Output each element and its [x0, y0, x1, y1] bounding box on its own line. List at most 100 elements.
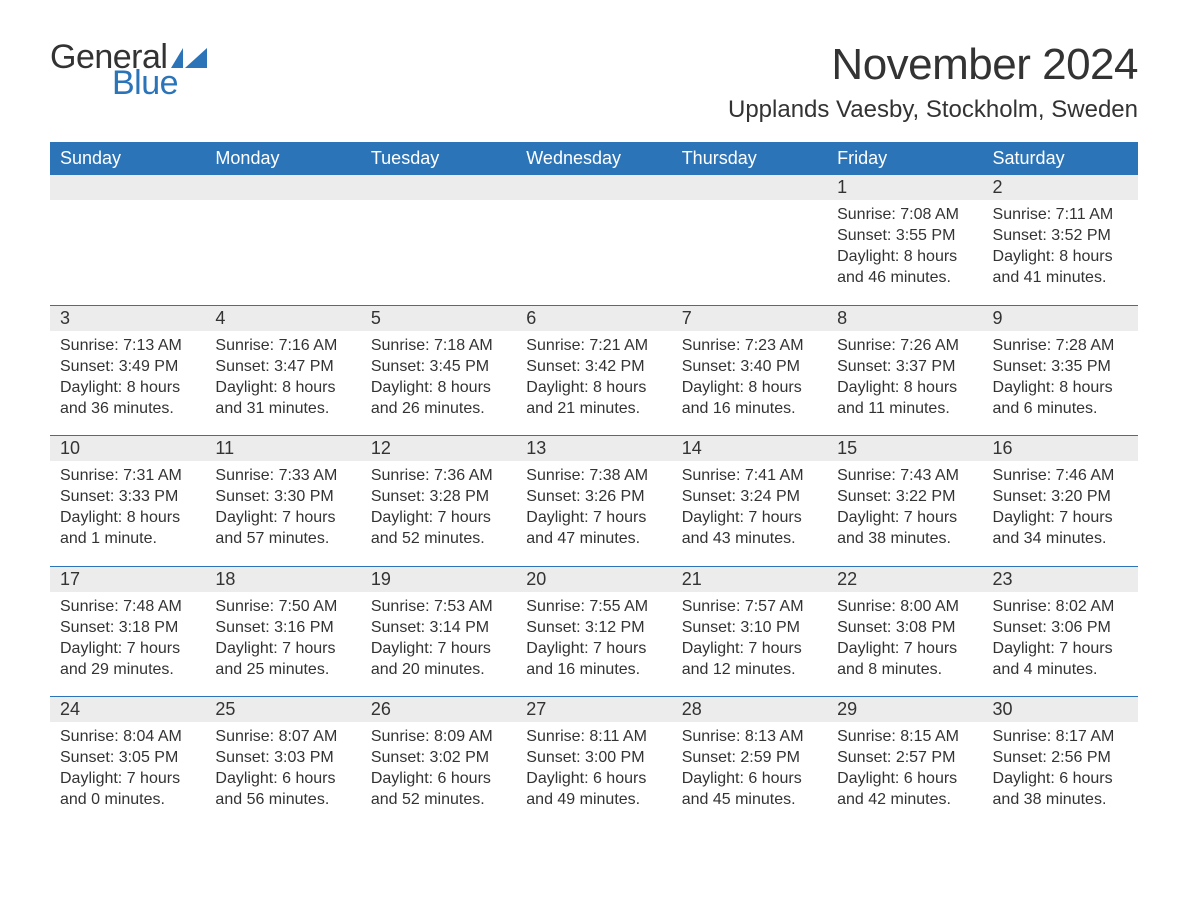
day-number: 8	[827, 306, 982, 331]
day-number: 16	[983, 436, 1138, 461]
day-sunrise: Sunrise: 7:36 AM	[371, 465, 506, 486]
day-daylight2: and 31 minutes.	[215, 398, 350, 419]
day-number: 1	[827, 175, 982, 200]
day-sunset: Sunset: 3:24 PM	[682, 486, 817, 507]
day-cell: 7Sunrise: 7:23 AMSunset: 3:40 PMDaylight…	[672, 306, 827, 436]
day-daylight2: and 16 minutes.	[526, 659, 661, 680]
day-cell: 9Sunrise: 7:28 AMSunset: 3:35 PMDaylight…	[983, 306, 1138, 436]
day-number: 13	[516, 436, 671, 461]
empty-day-number	[672, 175, 827, 200]
day-sunset: Sunset: 3:35 PM	[993, 356, 1128, 377]
day-number: 26	[361, 697, 516, 722]
day-cell: 28Sunrise: 8:13 AMSunset: 2:59 PMDayligh…	[672, 697, 827, 827]
day-cell: 18Sunrise: 7:50 AMSunset: 3:16 PMDayligh…	[205, 567, 360, 697]
day-sunrise: Sunrise: 7:18 AM	[371, 335, 506, 356]
day-number: 2	[983, 175, 1138, 200]
day-details: Sunrise: 7:13 AMSunset: 3:49 PMDaylight:…	[50, 331, 205, 427]
day-details: Sunrise: 7:23 AMSunset: 3:40 PMDaylight:…	[672, 331, 827, 427]
day-sunrise: Sunrise: 7:50 AM	[215, 596, 350, 617]
day-sunrise: Sunrise: 7:57 AM	[682, 596, 817, 617]
day-daylight1: Daylight: 6 hours	[371, 768, 506, 789]
day-number: 17	[50, 567, 205, 592]
day-sunset: Sunset: 3:26 PM	[526, 486, 661, 507]
day-daylight2: and 42 minutes.	[837, 789, 972, 810]
weekday-header: Friday	[827, 142, 982, 175]
day-cell: 22Sunrise: 8:00 AMSunset: 3:08 PMDayligh…	[827, 567, 982, 697]
day-sunrise: Sunrise: 8:13 AM	[682, 726, 817, 747]
day-daylight1: Daylight: 6 hours	[837, 768, 972, 789]
day-daylight1: Daylight: 6 hours	[215, 768, 350, 789]
day-cell	[672, 175, 827, 305]
day-details: Sunrise: 7:21 AMSunset: 3:42 PMDaylight:…	[516, 331, 671, 427]
day-details: Sunrise: 7:28 AMSunset: 3:35 PMDaylight:…	[983, 331, 1138, 427]
weekday-header: Monday	[205, 142, 360, 175]
day-sunset: Sunset: 3:28 PM	[371, 486, 506, 507]
day-sunset: Sunset: 3:40 PM	[682, 356, 817, 377]
day-daylight2: and 46 minutes.	[837, 267, 972, 288]
day-sunset: Sunset: 3:52 PM	[993, 225, 1128, 246]
day-number: 30	[983, 697, 1138, 722]
day-sunrise: Sunrise: 8:07 AM	[215, 726, 350, 747]
day-sunset: Sunset: 3:05 PM	[60, 747, 195, 768]
day-daylight1: Daylight: 7 hours	[371, 638, 506, 659]
day-number: 27	[516, 697, 671, 722]
day-sunset: Sunset: 2:57 PM	[837, 747, 972, 768]
day-sunrise: Sunrise: 7:11 AM	[993, 204, 1128, 225]
day-details: Sunrise: 7:36 AMSunset: 3:28 PMDaylight:…	[361, 461, 516, 557]
day-daylight2: and 56 minutes.	[215, 789, 350, 810]
day-number: 19	[361, 567, 516, 592]
day-number: 7	[672, 306, 827, 331]
day-daylight2: and 49 minutes.	[526, 789, 661, 810]
day-sunrise: Sunrise: 8:15 AM	[837, 726, 972, 747]
day-sunrise: Sunrise: 7:23 AM	[682, 335, 817, 356]
day-daylight1: Daylight: 7 hours	[837, 507, 972, 528]
day-cell: 21Sunrise: 7:57 AMSunset: 3:10 PMDayligh…	[672, 567, 827, 697]
day-daylight2: and 11 minutes.	[837, 398, 972, 419]
day-cell: 20Sunrise: 7:55 AMSunset: 3:12 PMDayligh…	[516, 567, 671, 697]
day-details: Sunrise: 7:18 AMSunset: 3:45 PMDaylight:…	[361, 331, 516, 427]
day-daylight1: Daylight: 7 hours	[215, 507, 350, 528]
weekday-header: Sunday	[50, 142, 205, 175]
day-daylight2: and 20 minutes.	[371, 659, 506, 680]
day-number: 12	[361, 436, 516, 461]
day-daylight1: Daylight: 7 hours	[837, 638, 972, 659]
day-sunset: Sunset: 3:37 PM	[837, 356, 972, 377]
day-cell: 12Sunrise: 7:36 AMSunset: 3:28 PMDayligh…	[361, 436, 516, 566]
day-details: Sunrise: 7:08 AMSunset: 3:55 PMDaylight:…	[827, 200, 982, 296]
day-details: Sunrise: 7:48 AMSunset: 3:18 PMDaylight:…	[50, 592, 205, 688]
day-daylight2: and 38 minutes.	[993, 789, 1128, 810]
day-cell: 23Sunrise: 8:02 AMSunset: 3:06 PMDayligh…	[983, 567, 1138, 697]
day-sunset: Sunset: 3:42 PM	[526, 356, 661, 377]
day-details: Sunrise: 7:38 AMSunset: 3:26 PMDaylight:…	[516, 461, 671, 557]
day-number: 15	[827, 436, 982, 461]
day-cell: 11Sunrise: 7:33 AMSunset: 3:30 PMDayligh…	[205, 436, 360, 566]
day-sunrise: Sunrise: 8:04 AM	[60, 726, 195, 747]
day-details: Sunrise: 8:02 AMSunset: 3:06 PMDaylight:…	[983, 592, 1138, 688]
day-daylight2: and 38 minutes.	[837, 528, 972, 549]
day-details: Sunrise: 7:11 AMSunset: 3:52 PMDaylight:…	[983, 200, 1138, 296]
day-details: Sunrise: 8:11 AMSunset: 3:00 PMDaylight:…	[516, 722, 671, 818]
day-details: Sunrise: 8:04 AMSunset: 3:05 PMDaylight:…	[50, 722, 205, 818]
day-daylight1: Daylight: 7 hours	[682, 638, 817, 659]
day-sunrise: Sunrise: 8:09 AM	[371, 726, 506, 747]
empty-day-number	[50, 175, 205, 200]
day-sunset: Sunset: 3:55 PM	[837, 225, 972, 246]
day-sunset: Sunset: 3:20 PM	[993, 486, 1128, 507]
day-sunset: Sunset: 3:33 PM	[60, 486, 195, 507]
weekday-header: Wednesday	[516, 142, 671, 175]
page-root: General Blue November 2024 Upplands Vaes…	[0, 0, 1188, 867]
day-daylight1: Daylight: 8 hours	[837, 377, 972, 398]
day-details: Sunrise: 7:53 AMSunset: 3:14 PMDaylight:…	[361, 592, 516, 688]
day-cell: 17Sunrise: 7:48 AMSunset: 3:18 PMDayligh…	[50, 567, 205, 697]
day-details: Sunrise: 7:46 AMSunset: 3:20 PMDaylight:…	[983, 461, 1138, 557]
day-details: Sunrise: 7:31 AMSunset: 3:33 PMDaylight:…	[50, 461, 205, 557]
day-number: 24	[50, 697, 205, 722]
day-sunrise: Sunrise: 7:28 AM	[993, 335, 1128, 356]
day-daylight1: Daylight: 8 hours	[215, 377, 350, 398]
logo-text-blue: Blue	[112, 66, 207, 100]
day-daylight1: Daylight: 6 hours	[682, 768, 817, 789]
week-row: 10Sunrise: 7:31 AMSunset: 3:33 PMDayligh…	[50, 436, 1138, 566]
day-daylight1: Daylight: 8 hours	[993, 377, 1128, 398]
day-cell: 6Sunrise: 7:21 AMSunset: 3:42 PMDaylight…	[516, 306, 671, 436]
day-daylight1: Daylight: 8 hours	[837, 246, 972, 267]
